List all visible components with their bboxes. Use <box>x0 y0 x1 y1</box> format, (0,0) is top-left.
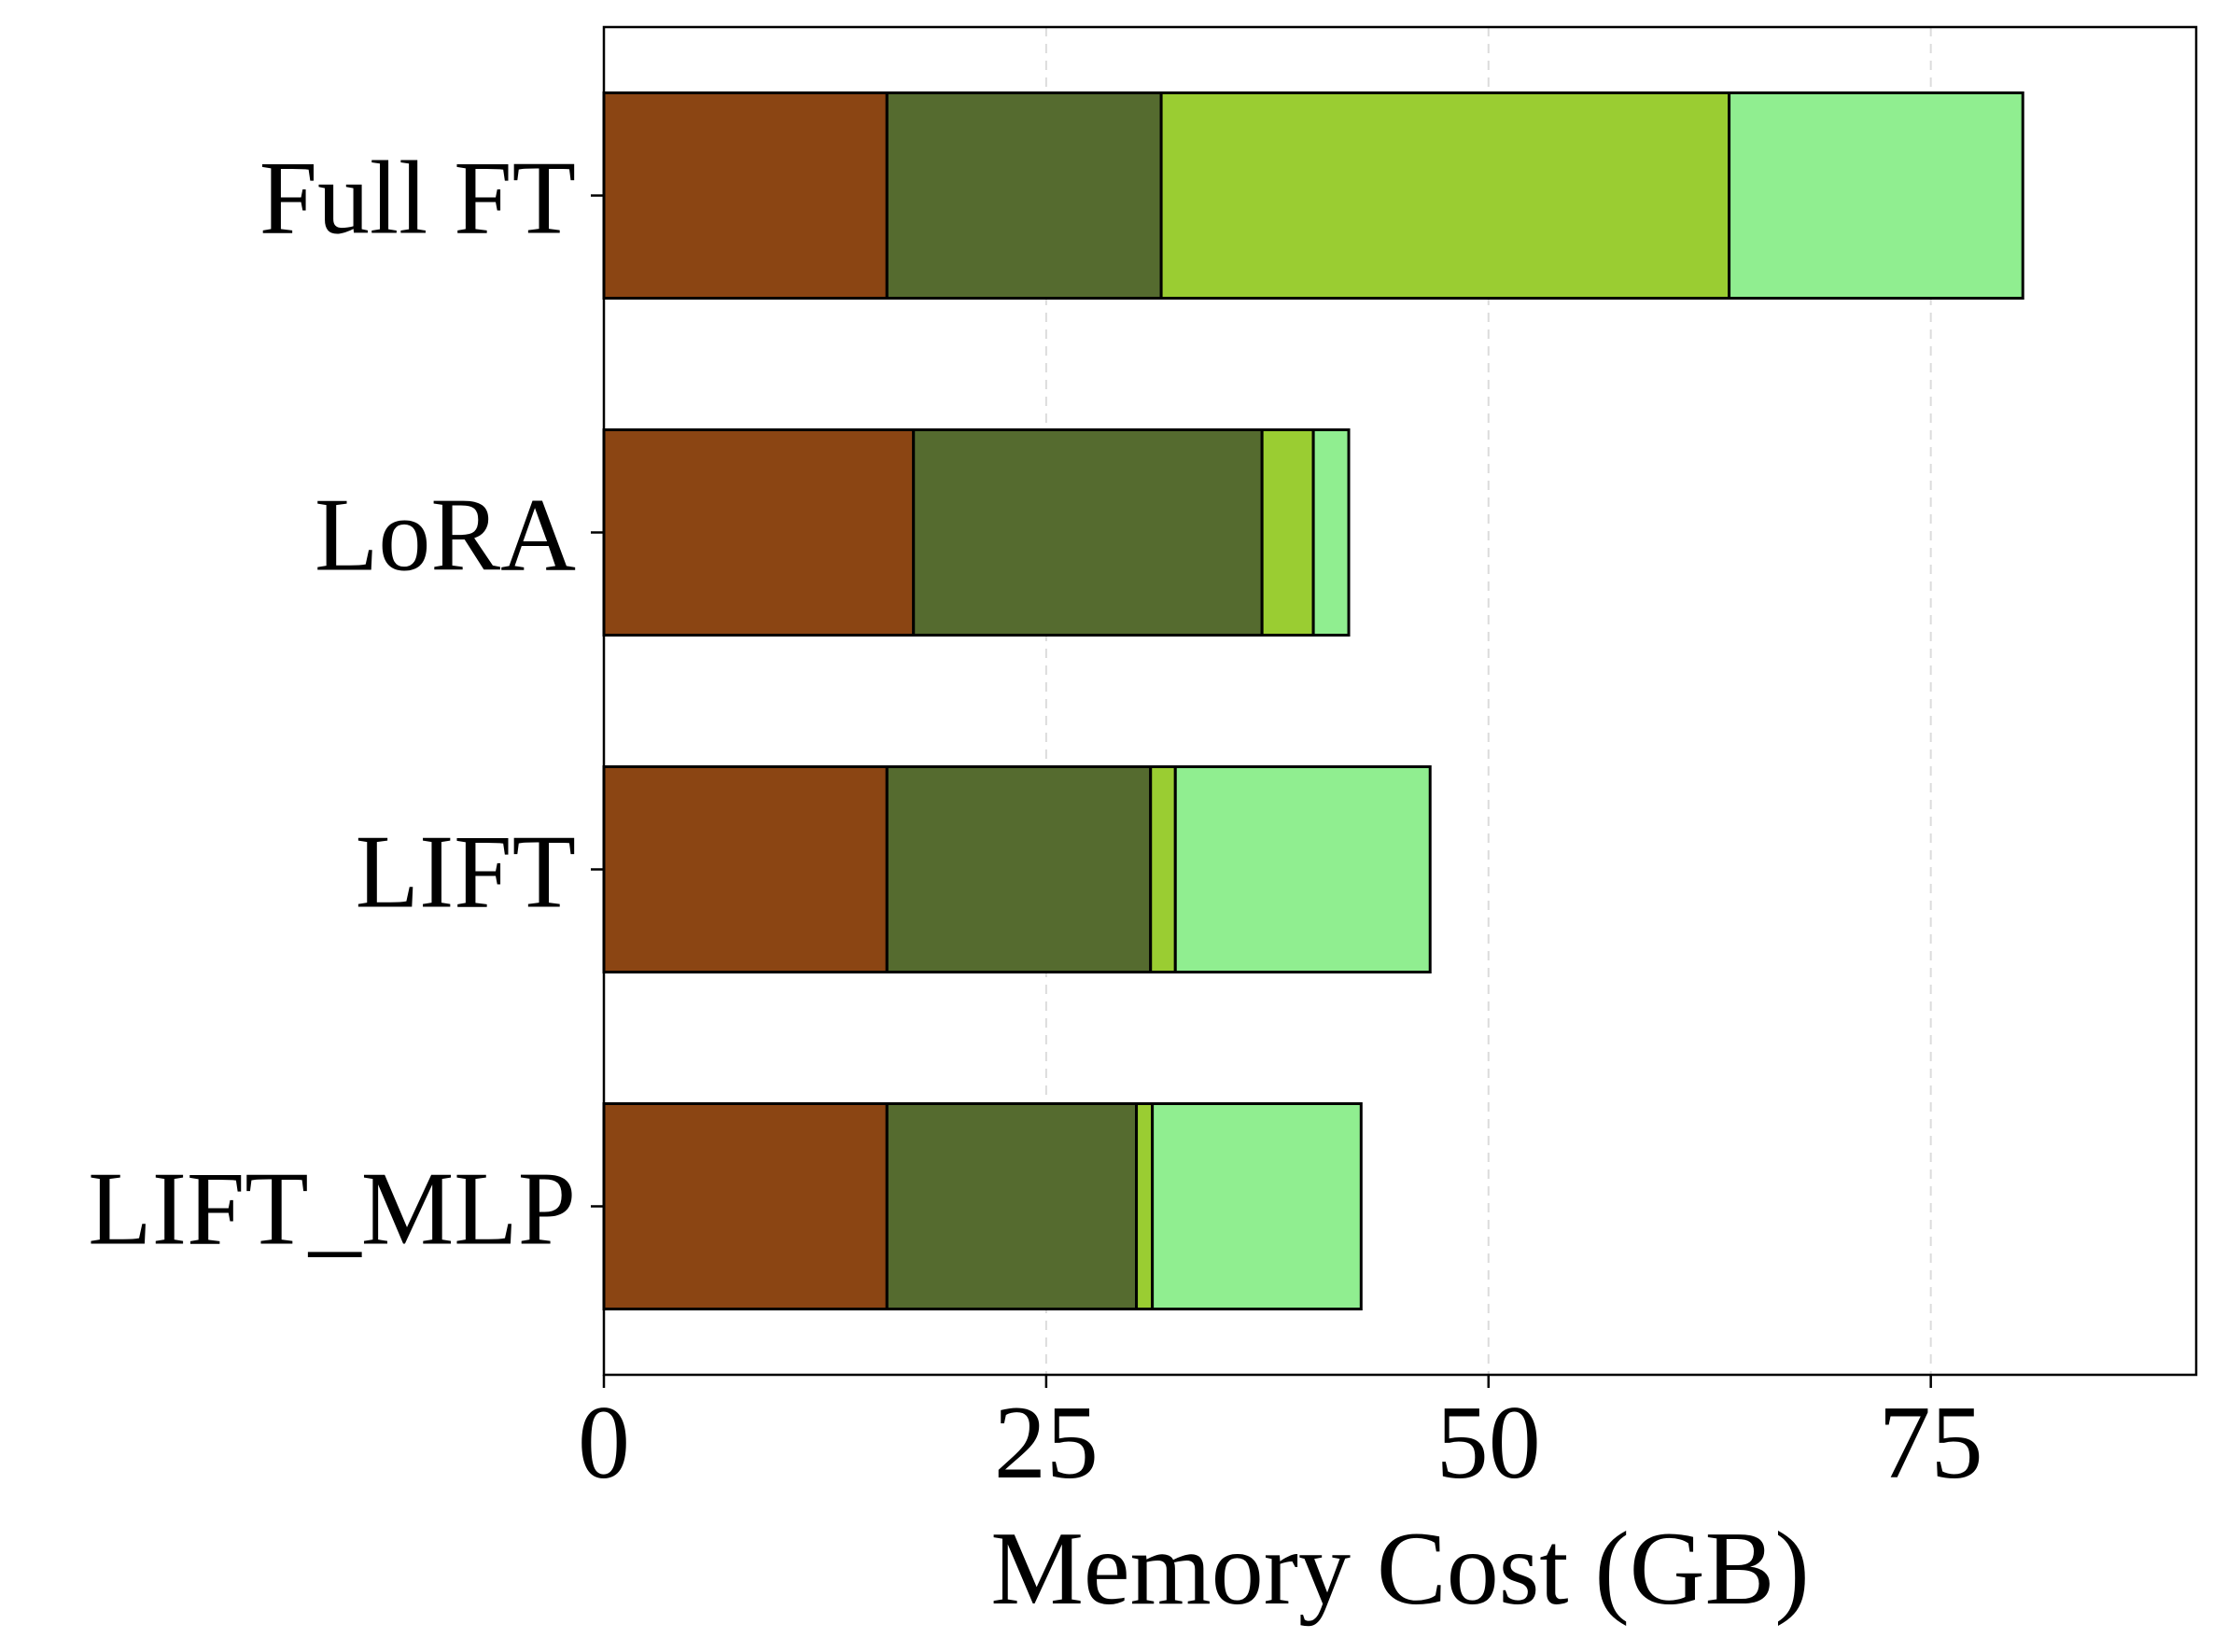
x-tick-label: 25 <box>994 1385 1099 1501</box>
bar-segment <box>1135 1102 1155 1310</box>
y-tick-label: LIFT_MLP <box>88 1152 576 1267</box>
x-tick-label: 50 <box>1436 1385 1541 1501</box>
bar-segment <box>1159 91 1731 300</box>
y-tick-label: Full FT <box>259 141 576 257</box>
x-axis-ticks: 0 25 50 75 <box>578 1375 1983 1501</box>
x-tick-label: 75 <box>1879 1385 1983 1501</box>
bar-segment <box>602 1102 889 1310</box>
bar-segment <box>602 428 916 637</box>
bars <box>602 91 2024 1310</box>
y-axis-ticks: Full FT LoRA LIFT LIFT_MLP <box>88 141 604 1267</box>
plot-frame <box>602 25 2198 1377</box>
bar-segment <box>602 91 889 300</box>
x-tick-label: 0 <box>578 1385 630 1501</box>
x-axis-label: Memory Cost (GB) <box>990 1511 1809 1627</box>
y-tick-label: LoRA <box>315 478 576 594</box>
bar-segment <box>1151 1102 1363 1310</box>
bar-segment <box>885 765 1153 973</box>
bar-segment <box>1728 91 2024 300</box>
bar-segment <box>912 428 1264 637</box>
bar-segment <box>1173 765 1432 973</box>
bar-segment <box>602 765 889 973</box>
bar-segment <box>885 1102 1139 1310</box>
bar-segment <box>1260 428 1315 637</box>
y-tick-label: LIFT <box>356 815 576 931</box>
bar-segment <box>1149 765 1177 973</box>
bar-segment <box>1311 428 1351 637</box>
bar-segment <box>885 91 1163 300</box>
